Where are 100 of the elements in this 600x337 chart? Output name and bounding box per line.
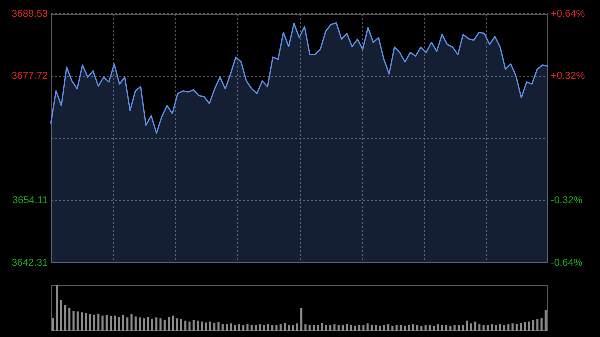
bar (325, 325, 328, 331)
bar (130, 314, 133, 331)
bar (433, 326, 436, 331)
bar (416, 325, 419, 331)
bar (272, 325, 274, 331)
bar (156, 318, 158, 331)
bar (486, 325, 489, 331)
bar (222, 324, 224, 331)
bar (134, 316, 137, 331)
bar (474, 322, 477, 331)
bar (358, 325, 361, 331)
bar (102, 316, 104, 331)
bar (312, 325, 316, 331)
bar (503, 325, 506, 331)
bar (516, 324, 518, 331)
bar (76, 312, 79, 331)
bar (366, 324, 369, 331)
bar (254, 325, 258, 331)
bar (234, 325, 236, 331)
bar (424, 325, 427, 331)
bar (147, 317, 150, 331)
bar (540, 318, 543, 331)
bar (404, 326, 406, 331)
bar (308, 325, 311, 331)
bar (276, 325, 278, 331)
bar (160, 318, 162, 331)
bar (544, 310, 547, 331)
bar (528, 322, 530, 331)
bar (180, 320, 182, 331)
bar (168, 317, 170, 331)
bar (218, 322, 220, 331)
bar (383, 325, 386, 331)
bar (482, 325, 485, 331)
bar (512, 324, 514, 331)
bar (499, 324, 502, 331)
bar (151, 319, 154, 331)
bar (532, 320, 535, 331)
bar (259, 324, 262, 331)
bar (214, 323, 216, 331)
bar (350, 325, 352, 331)
bar (85, 314, 88, 331)
bar (412, 324, 414, 331)
bar (68, 308, 71, 331)
bar (226, 324, 228, 331)
bar (81, 312, 84, 331)
y-tick-label: 3642.31 (12, 258, 48, 269)
bar (388, 324, 390, 331)
bar (362, 325, 365, 331)
bar (64, 305, 67, 331)
bar (230, 324, 232, 331)
bar (300, 308, 303, 331)
bar (292, 325, 294, 331)
y2-tick-label: +0.64% (551, 8, 586, 20)
bar (250, 325, 253, 331)
bar (495, 325, 498, 331)
bar (52, 318, 54, 331)
bar (342, 325, 344, 331)
bar (491, 324, 494, 331)
bar (106, 315, 108, 331)
y-tick-label: 3677.72 (12, 71, 48, 82)
bar (143, 318, 146, 331)
bar (284, 323, 286, 331)
bar (466, 320, 468, 331)
bar (445, 325, 448, 331)
bar (458, 325, 460, 331)
y2-tick-label: -0.32% (551, 196, 583, 206)
bar (524, 322, 526, 331)
bar (437, 324, 440, 331)
bar (60, 300, 62, 331)
bar (188, 322, 191, 331)
bar (172, 316, 174, 331)
bar (346, 324, 348, 331)
bar (508, 324, 510, 331)
bar (304, 324, 307, 331)
bar (321, 323, 324, 331)
bar (139, 318, 142, 331)
bar (201, 322, 204, 331)
bar (420, 326, 423, 331)
bar (288, 325, 290, 331)
bar (72, 311, 75, 331)
bar (205, 322, 208, 331)
bar (441, 325, 444, 331)
bar (114, 316, 116, 331)
bar (126, 318, 129, 331)
bar (370, 325, 374, 331)
bar (238, 324, 240, 331)
bar (379, 326, 382, 331)
bar (296, 324, 298, 331)
bar (478, 324, 481, 331)
bar (110, 316, 112, 331)
bar (93, 314, 96, 331)
bar (176, 318, 178, 331)
bar (338, 325, 340, 331)
bar (462, 325, 464, 331)
y-tick-label: 3654.11 (12, 196, 48, 207)
bar (196, 320, 200, 331)
bar (354, 326, 356, 331)
y-tick-label: 3689.53 (12, 8, 48, 20)
bar (536, 319, 539, 331)
bar (330, 325, 332, 331)
